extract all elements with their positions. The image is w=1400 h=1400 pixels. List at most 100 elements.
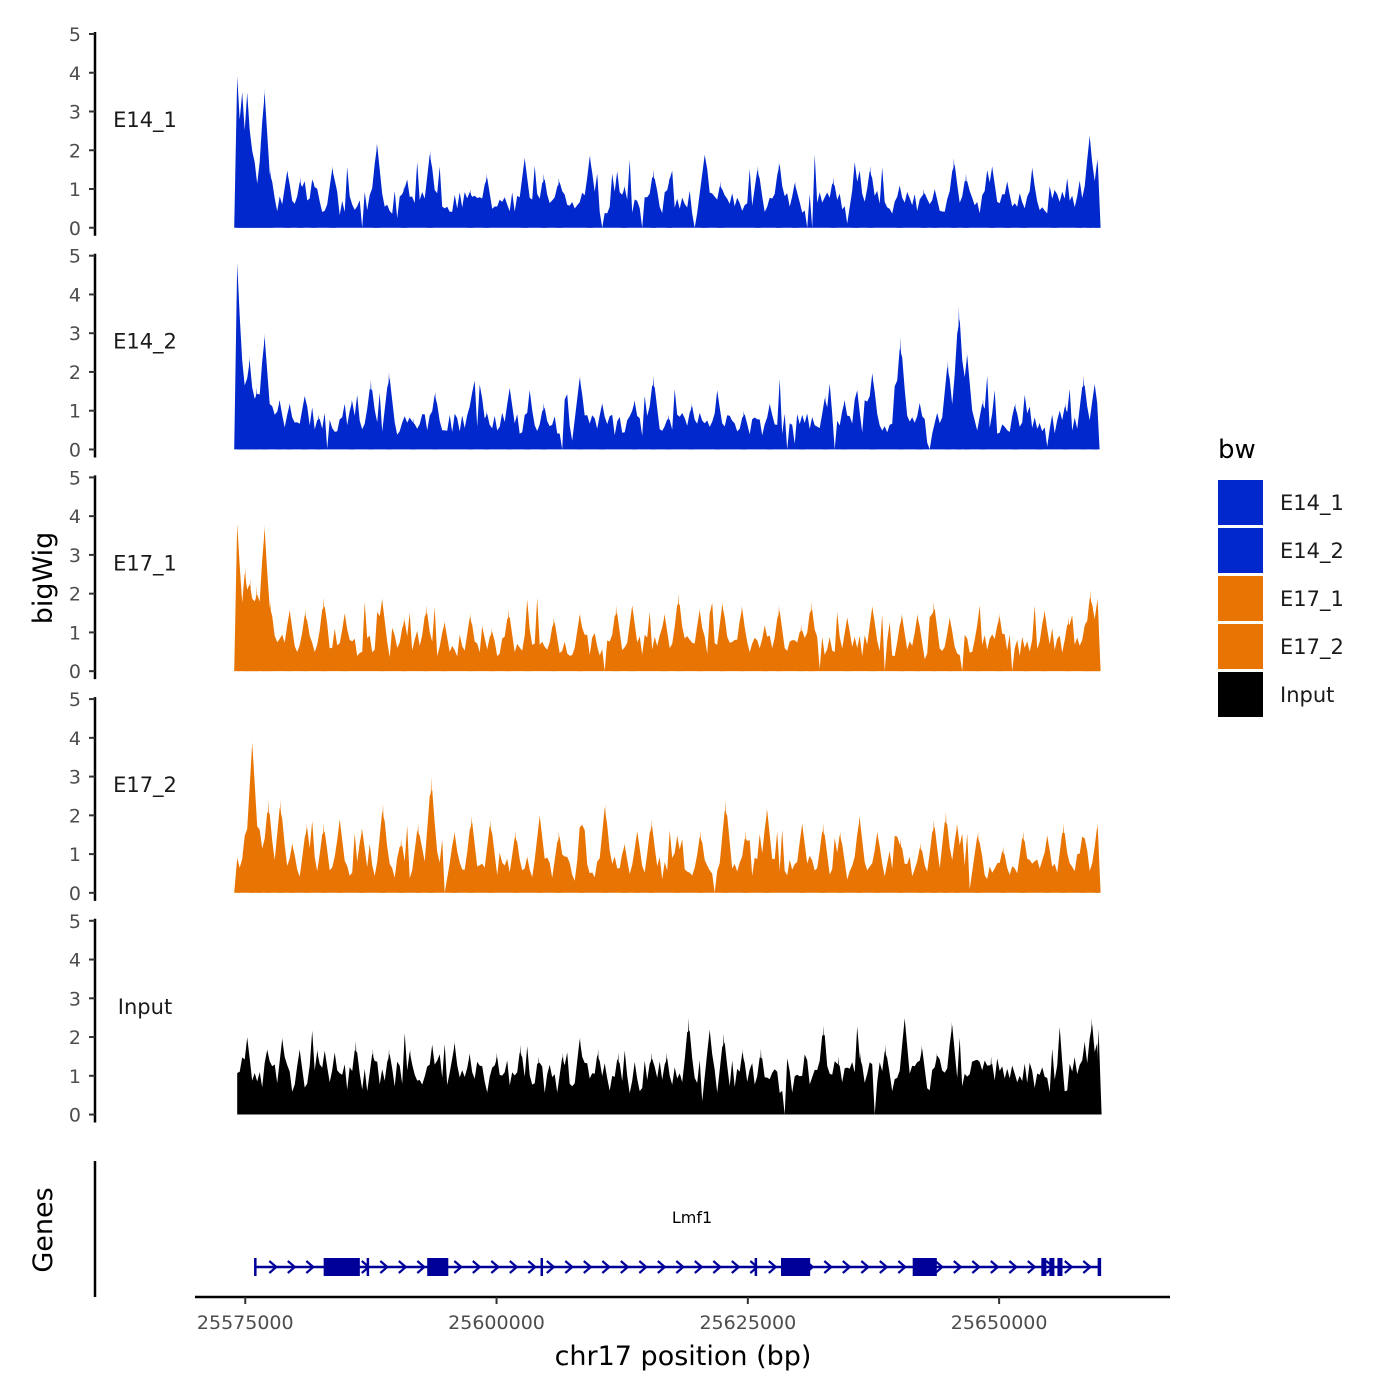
signal-peak — [675, 593, 682, 672]
x-axis-title: chr17 position (bp) — [555, 1341, 812, 1372]
signal-peak — [719, 601, 726, 672]
signal-peak — [261, 333, 268, 450]
y-tick-label: 2 — [69, 584, 81, 606]
signal-peak — [621, 842, 628, 893]
strand-arrow — [453, 1260, 463, 1274]
signal-peak — [239, 92, 246, 228]
x-tick-label: 25625000 — [699, 1312, 796, 1334]
strand-arrow — [546, 1260, 556, 1274]
signal-peak — [536, 815, 543, 893]
signal-peak — [512, 830, 519, 893]
signal-peak — [577, 375, 583, 450]
track-label: E17_1 — [113, 551, 177, 576]
signal-peak — [706, 1029, 713, 1115]
y-tick-label: 3 — [69, 102, 81, 124]
signal-peak — [802, 1056, 809, 1115]
signal-peak — [239, 360, 246, 450]
signal-peak — [432, 391, 439, 450]
strand-arrow — [583, 1260, 593, 1274]
signal-peak — [674, 834, 681, 893]
x-tick-label: 25600000 — [448, 1312, 545, 1334]
signal-peak — [918, 1044, 925, 1115]
signal-peak — [835, 1056, 842, 1115]
strand-arrow — [823, 1260, 833, 1274]
strand-arrow — [379, 1260, 389, 1274]
signal-peak — [267, 169, 274, 228]
y-tick-label: 4 — [69, 63, 81, 85]
strand-arrow — [472, 1260, 482, 1274]
signal-peak — [742, 830, 749, 893]
y-tick-label: 1 — [69, 844, 81, 866]
signal-peak — [253, 387, 260, 450]
signal-peak — [996, 613, 1003, 672]
strand-arrow — [934, 1260, 944, 1274]
signal-peak — [830, 177, 837, 228]
signal-peak — [267, 601, 274, 672]
track-label: E14_2 — [113, 330, 177, 355]
signal-peak — [423, 605, 430, 672]
legend-swatch-e14-1 — [1218, 480, 1263, 525]
signal-peak — [1086, 134, 1093, 228]
signal-peak — [488, 628, 495, 672]
signal-peak — [1082, 620, 1089, 672]
y-tick-label: 5 — [69, 467, 81, 489]
y-tick-label: 3 — [69, 767, 81, 789]
signal-peak — [916, 402, 923, 450]
y-tick-label: 3 — [69, 988, 81, 1010]
signal-area-e14-2 — [237, 263, 1100, 450]
signal-peak — [944, 360, 951, 450]
legend-label: E14_1 — [1280, 491, 1344, 516]
signal-peak — [963, 173, 969, 228]
signal-peak — [276, 399, 283, 450]
signal-peak — [1062, 402, 1069, 450]
signal-peak — [901, 1017, 908, 1115]
signal-peak — [415, 823, 422, 893]
signal-peak — [595, 1048, 602, 1115]
signal-peak — [487, 819, 494, 893]
x-axis: 25575000 25600000 25625000 25650000 — [195, 1295, 1170, 1334]
signal-peak — [301, 395, 308, 450]
signal-peak — [1065, 616, 1072, 672]
signal-peak — [249, 741, 256, 893]
y-tick-label: 4 — [69, 950, 81, 972]
signal-peak — [852, 169, 859, 228]
y-tick-label: 0 — [69, 1105, 81, 1127]
signal-peak — [629, 605, 636, 672]
signal-peak — [468, 815, 475, 893]
signal-peak — [253, 585, 260, 672]
signal-peak — [1000, 846, 1007, 893]
signal-peak — [920, 189, 927, 228]
track-input: 0 1 2 3 4 5 Input — [69, 911, 1102, 1127]
signal-peak — [296, 1048, 303, 1115]
signal-peak — [451, 830, 458, 893]
track-label: E14_1 — [113, 108, 177, 133]
y-tick-label: 1 — [69, 179, 81, 201]
strand-arrow — [1027, 1260, 1037, 1274]
signal-peak — [820, 823, 827, 893]
signal-peak — [555, 177, 562, 228]
legend-label: E17_2 — [1280, 635, 1344, 660]
signal-peak — [441, 620, 448, 672]
signal-peak — [717, 181, 724, 228]
signal-peak — [559, 1052, 566, 1115]
signal-peak — [648, 819, 655, 893]
signal-peak — [650, 169, 657, 228]
signal-peak — [579, 823, 585, 893]
signal-peak — [466, 1052, 473, 1115]
signal-peak — [1036, 422, 1043, 450]
signal-peak — [1094, 158, 1101, 228]
signal-peak — [688, 402, 695, 450]
signal-peak — [761, 624, 768, 672]
signal-peak — [948, 1021, 955, 1115]
y-tick-label: 0 — [69, 883, 81, 905]
strand-arrow — [712, 1260, 722, 1274]
signal-peak — [946, 616, 953, 672]
signal-peak — [989, 165, 996, 228]
signal-peak — [648, 1052, 655, 1115]
signal-peak — [1054, 1064, 1061, 1115]
signal-peak — [1004, 181, 1011, 228]
y-tick-label: 1 — [69, 622, 81, 644]
strand-arrow — [990, 1260, 1000, 1274]
y-tick-label: 3 — [69, 545, 81, 567]
